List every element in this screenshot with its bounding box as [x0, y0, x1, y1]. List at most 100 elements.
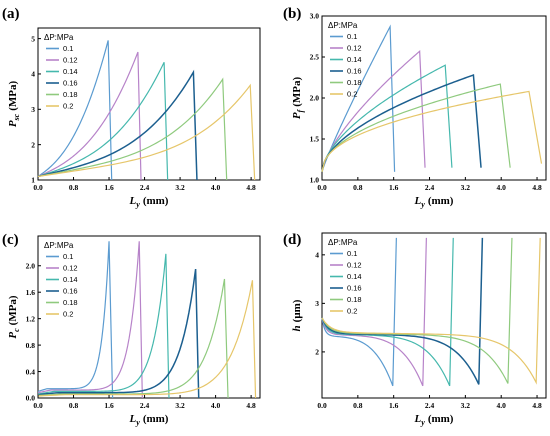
y-tick-label: 2: [315, 348, 319, 357]
x-tick-label: 2.4: [140, 401, 150, 410]
x-tick-label: 4.8: [532, 401, 542, 410]
panel-label: (d): [283, 232, 301, 248]
series-line-0.1: [37, 241, 114, 399]
x-tick-label: 2.4: [140, 183, 150, 192]
series-line-0.14: [321, 237, 454, 387]
series-line-0.2: [37, 83, 256, 181]
x-tick-label: 0.0: [33, 401, 43, 410]
series-line-0.18: [321, 237, 513, 384]
panel-2: 0.0 0.8 1.6 2.4 3.2 4.0 4.8 1.0 1.5 2.0 2.5 3.0 (b) L…: [283, 6, 547, 209]
plot-frame: [37, 235, 261, 399]
legend-title: ΔP:MPa: [44, 33, 74, 42]
x-tick-label: 4.0: [211, 401, 221, 410]
legend-entry: 0.16: [347, 67, 362, 76]
panel-label: (b): [283, 6, 301, 22]
series-line-0.1: [37, 40, 113, 181]
legend-entry: 0.14: [63, 275, 78, 284]
legend-entry: 0.14: [347, 272, 362, 281]
legend: ΔP:MPa 0.1 0.12 0.14 0.16 0.18 0.2: [44, 241, 78, 319]
y-tick-label: 5: [31, 34, 35, 43]
series-line-0.1: [321, 237, 397, 387]
y-tick-label: 4: [31, 70, 35, 79]
y-tick-label: 2: [31, 140, 35, 149]
x-axis-label: Ly (mm): [414, 413, 454, 427]
legend-entry: 0.18: [347, 295, 362, 304]
y-tick-label: 2.5: [310, 53, 320, 62]
legend-entry: 0.1: [347, 32, 357, 41]
y-tick-label: 1.5: [310, 135, 320, 144]
legend-title: ΔP:MPa: [328, 238, 358, 247]
legend-entry: 0.1: [63, 44, 73, 53]
y-tick-label: 1.6: [26, 288, 36, 297]
x-tick-label: 1.6: [389, 183, 399, 192]
series-line-0.18: [37, 77, 228, 181]
x-tick-label: 0.0: [317, 401, 327, 410]
x-tick-label: 0.8: [353, 401, 363, 410]
x-tick-label: 3.2: [461, 401, 471, 410]
y-tick-label: 1.0: [310, 176, 320, 185]
series-line-0.14: [37, 62, 169, 181]
series-line-0.2: [321, 90, 543, 172]
legend-entry: 0.14: [347, 55, 362, 64]
x-tick-label: 1.6: [389, 401, 399, 410]
x-tick-label: 4.8: [246, 401, 256, 410]
y-tick-label: 3: [31, 105, 35, 114]
y-tick-label: 2.0: [310, 94, 320, 103]
x-tick-label: 4.0: [211, 183, 221, 192]
x-tick-label: 0.8: [353, 183, 363, 192]
x-tick-label: 4.0: [497, 183, 507, 192]
legend-entry: 0.12: [347, 261, 362, 270]
x-tick-label: 1.6: [104, 401, 114, 410]
legend-entry: 0.2: [347, 90, 357, 99]
series-line-0.16: [321, 237, 484, 385]
x-tick-label: 3.2: [175, 183, 185, 192]
x-axis-label: Ly (mm): [129, 195, 169, 209]
series-line-0.16: [321, 74, 482, 172]
plot-frame: [37, 27, 261, 181]
y-axis-label: Pc(MPa): [7, 295, 21, 339]
panel-label: (c): [2, 232, 19, 248]
legend-entry: 0.1: [347, 249, 357, 258]
y-tick-label: 0.4: [26, 367, 36, 376]
y-axis-label: Psc(MPa): [7, 81, 21, 128]
series-line-0.2: [37, 280, 257, 399]
x-tick-label: 2.4: [425, 401, 435, 410]
panel-4: 0.0 0.8 1.6 2.4 3.2 4.0 4.8 2 3 4 (d) Ly (mm) h(μm) ΔP…: [283, 232, 547, 427]
x-tick-label: 0.0: [33, 183, 43, 192]
series-line-0.1: [321, 24, 396, 172]
y-tick-label: 1: [31, 176, 35, 185]
legend-entry: 0.1: [63, 252, 73, 261]
x-tick-label: 0.0: [317, 183, 327, 192]
y-axis-label: h(μm): [291, 299, 303, 331]
panel-label: (a): [2, 6, 20, 22]
x-tick-label: 4.8: [532, 183, 542, 192]
x-tick-label: 0.8: [69, 183, 79, 192]
x-tick-label: 4.0: [497, 401, 507, 410]
legend-entry: 0.12: [347, 44, 362, 53]
legend-entry: 0.2: [63, 102, 73, 111]
series-line-0.18: [37, 278, 229, 399]
series-line-0.18: [321, 83, 511, 172]
panel-1: 0.0 0.8 1.6 2.4 3.2 4.0 4.8 1 2 3 4 5 (a) Ly (mm) Psc(M…: [2, 6, 261, 209]
y-axis-label: Pf(MPa): [291, 77, 305, 120]
series-line-0.2: [321, 237, 541, 385]
series-line-0.14: [321, 64, 453, 172]
y-tick-label: 1.2: [26, 314, 36, 323]
y-tick-label: 2.0: [26, 261, 36, 270]
y-tick-label: 3.0: [310, 12, 320, 21]
legend: ΔP:MPa 0.1 0.12 0.14 0.16 0.18 0.2: [328, 238, 362, 316]
legend-title: ΔP:MPa: [44, 241, 74, 250]
legend-entry: 0.16: [63, 287, 78, 296]
x-tick-label: 0.8: [69, 401, 79, 410]
series-line-0.16: [37, 69, 198, 181]
legend-entry: 0.16: [347, 284, 362, 293]
legend-entry: 0.18: [347, 78, 362, 87]
x-tick-label: 2.4: [425, 183, 435, 192]
series-line-0.14: [37, 253, 170, 399]
x-axis-label: Ly (mm): [414, 195, 454, 209]
legend: ΔP:MPa 0.1 0.12 0.14 0.16 0.18 0.2: [44, 33, 78, 111]
series-line-0.12: [321, 237, 427, 387]
legend-title: ΔP:MPa: [328, 21, 358, 30]
legend-entry: 0.18: [63, 298, 78, 307]
